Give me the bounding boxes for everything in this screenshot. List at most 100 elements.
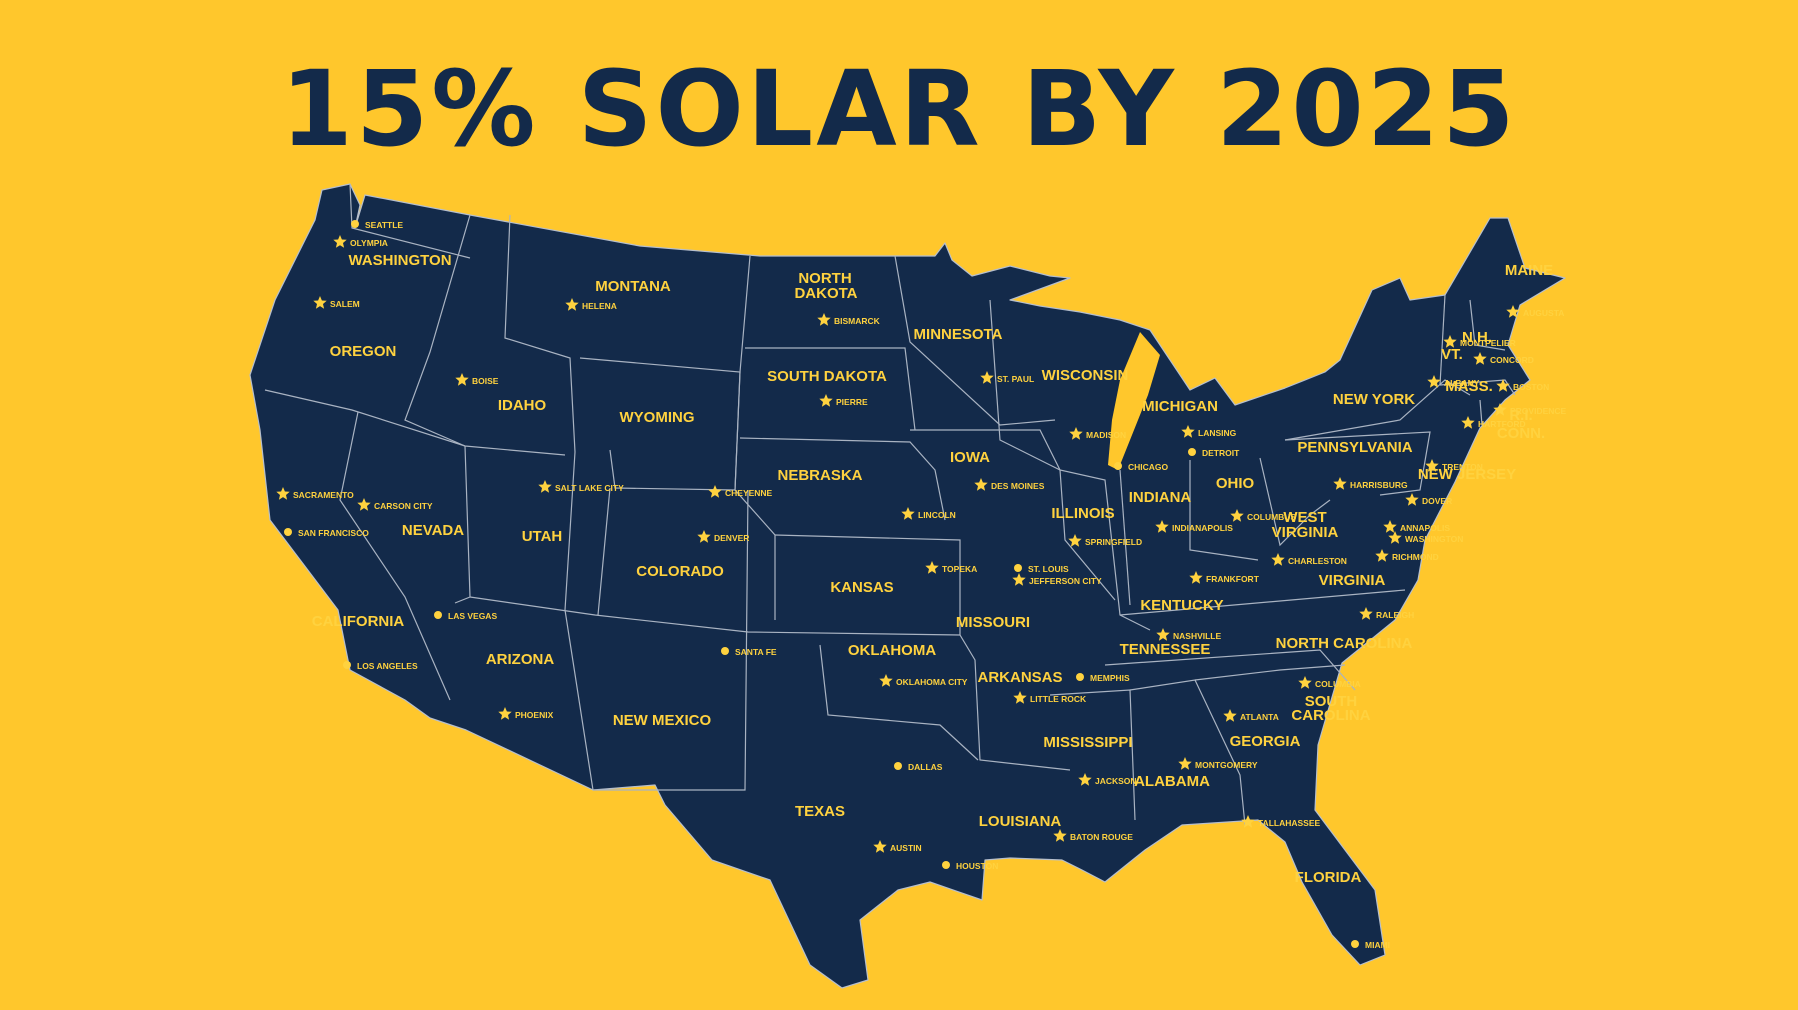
city-label-raleigh: RALEIGH — [1376, 610, 1414, 620]
city-label-jefferson-city: JEFFERSON CITY — [1029, 576, 1102, 586]
capital-star-icon-olympia — [333, 235, 347, 248]
city-label-hartford: HARTFORD — [1478, 419, 1526, 429]
state-label-oregon: OREGON — [330, 343, 397, 360]
state-label-virginia: VIRGINIA — [1319, 572, 1386, 589]
capital-star-icon-washington-dc — [1388, 531, 1402, 544]
capital-star-icon-lansing — [1181, 425, 1195, 438]
capital-star-icon-columbia — [1298, 676, 1312, 689]
capital-star-icon-concord — [1473, 352, 1487, 365]
city-label-miami: MIAMI — [1365, 940, 1390, 950]
capital-star-icon-tallahassee — [1241, 815, 1255, 828]
state-label-missouri: MISSOURI — [956, 614, 1030, 631]
capital-star-icon-des-moines — [974, 478, 988, 491]
state-label-south-dakota: SOUTH DAKOTA — [767, 368, 887, 385]
capital-star-icon-baton-rouge — [1053, 829, 1067, 842]
capital-star-icon-jefferson-city — [1012, 573, 1026, 586]
state-label-wisconsin: WISCONSIN — [1042, 367, 1129, 384]
city-dot-icon-memphis — [1076, 673, 1084, 681]
state-label-california: CALIFORNIA — [312, 613, 405, 630]
state-label-idaho: IDAHO — [498, 397, 547, 414]
capital-star-icon-austin — [873, 840, 887, 853]
city-label-los-angeles: LOS ANGELES — [357, 661, 418, 671]
city-dot-icon-san-francisco — [284, 528, 292, 536]
capital-star-icon-boston — [1496, 379, 1510, 392]
city-label-houston: HOUSTON — [956, 861, 998, 871]
state-label-south-carolina-2: CAROLINA — [1291, 707, 1370, 724]
city-label-olympia: OLYMPIA — [350, 238, 388, 248]
city-label-lincoln: LINCOLN — [918, 510, 956, 520]
capital-star-icon-lincoln — [901, 507, 915, 520]
city-label-denver: DENVER — [714, 533, 749, 543]
city-label-boston: BOSTON — [1513, 382, 1549, 392]
state-label-arkansas: ARKANSAS — [977, 669, 1062, 686]
state-label-north-dakota-1: NORTH — [798, 270, 851, 287]
capital-star-icon-little-rock — [1013, 691, 1027, 704]
state-label-alabama: ALABAMA — [1134, 773, 1210, 790]
city-label-pierre: PIERRE — [836, 397, 868, 407]
capital-star-icon-frankfort — [1189, 571, 1203, 584]
capital-star-icon-raleigh — [1359, 607, 1373, 620]
state-boundaries — [264, 183, 1516, 826]
city-label-detroit: DETROIT — [1202, 448, 1240, 458]
capital-star-icon-carson-city — [357, 498, 371, 511]
capital-star-icon-trenton — [1425, 459, 1439, 472]
state-label-maine: MAINE — [1505, 262, 1553, 279]
state-label-montana: MONTANA — [595, 278, 671, 295]
city-label-providence: PROVIDENCE — [1510, 406, 1567, 416]
city-label-santa-fe: SANTA FE — [735, 647, 777, 657]
city-dot-icon-las-vegas — [434, 611, 442, 619]
state-label-connecticut: CONN. — [1497, 425, 1545, 442]
capital-star-icon-st-paul — [980, 371, 994, 384]
city-label-carson-city: CARSON CITY — [374, 501, 433, 511]
city-label-st-louis: ST. LOUIS — [1028, 564, 1069, 574]
city-label-chicago: CHICAGO — [1128, 462, 1169, 472]
state-label-new-mexico: NEW MEXICO — [613, 712, 712, 729]
city-label-montgomery: MONTGOMERY — [1195, 760, 1258, 770]
capital-star-icon-salt-lake-city — [538, 480, 552, 493]
state-label-louisiana: LOUISIANA — [979, 813, 1062, 830]
state-label-mississippi: MISSISSIPPI — [1043, 734, 1132, 751]
city-label-salt-lake-city: SALT LAKE CITY — [555, 483, 624, 493]
city-label-memphis: MEMPHIS — [1090, 673, 1130, 683]
city-label-cheyenne: CHEYENNE — [725, 488, 773, 498]
city-label-annapolis: ANNAPOLIS — [1400, 523, 1450, 533]
city-label-columbus: COLUMBUS — [1247, 512, 1296, 522]
capital-star-icon-albany — [1427, 375, 1441, 388]
capital-star-icon-hartford — [1461, 416, 1475, 429]
capital-star-icon-nashville — [1156, 628, 1170, 641]
city-dot-icon-st-louis — [1014, 564, 1022, 572]
city-label-concord: CONCORD — [1490, 355, 1534, 365]
city-label-springfield: SPRINGFIELD — [1085, 537, 1142, 547]
capital-star-icon-annapolis — [1383, 520, 1397, 533]
city-label-washington-dc: WASHINGTON — [1405, 534, 1463, 544]
capital-star-icon-madison — [1069, 427, 1083, 440]
city-label-frankfort: FRANKFORT — [1206, 574, 1260, 584]
city-label-helena: HELENA — [582, 301, 617, 311]
city-label-little-rock: LITTLE ROCK — [1030, 694, 1087, 704]
capital-star-icon-montpelier — [1443, 335, 1457, 348]
state-label-arizona: ARIZONA — [486, 651, 554, 668]
city-label-tallahassee: TALLAHASSEE — [1258, 818, 1321, 828]
state-label-michigan: MICHIGAN — [1142, 398, 1218, 415]
page-title: 15% SOLAR BY 2025 — [280, 48, 1518, 170]
city-label-madison: MADISON — [1086, 430, 1126, 440]
state-label-north-carolina: NORTH CAROLINA — [1276, 635, 1413, 652]
city-label-oklahoma-city: OKLAHOMA CITY — [896, 677, 968, 687]
city-label-bismarck: BISMARCK — [834, 316, 881, 326]
city-label-indianapolis: INDIANAPOLIS — [1172, 523, 1233, 533]
city-dot-icon-santa-fe — [721, 647, 729, 655]
capital-star-icon-helena — [565, 298, 579, 311]
state-label-washington: WASHINGTON — [348, 252, 451, 269]
us-landmass — [249, 183, 1566, 989]
capital-star-icon-richmond — [1375, 549, 1389, 562]
state-label-oklahoma: OKLAHOMA — [848, 642, 936, 659]
city-label-albany: ALBANY — [1444, 378, 1480, 388]
city-label-dover: DOVER — [1422, 496, 1452, 506]
lake-michigan — [1108, 332, 1160, 470]
city-dot-icon-seattle — [351, 220, 359, 228]
capital-star-icon-phoenix — [498, 707, 512, 720]
state-label-utah: UTAH — [522, 528, 563, 545]
capital-star-icon-providence — [1493, 403, 1507, 416]
city-label-lansing: LANSING — [1198, 428, 1237, 438]
